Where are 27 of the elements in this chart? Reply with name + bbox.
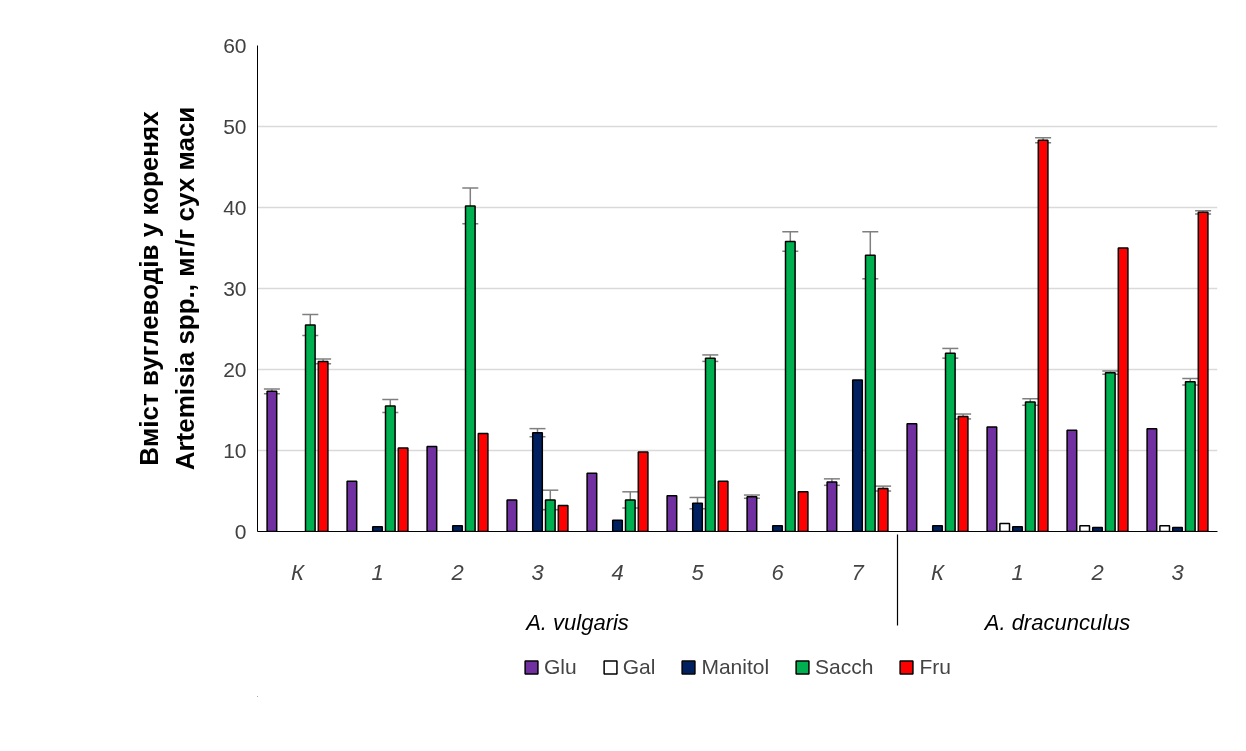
- x-tick-label: 1: [371, 559, 384, 585]
- y-tick-label: 60: [223, 33, 247, 57]
- y-tick-label: 20: [223, 357, 247, 381]
- y-tick-label: 10: [223, 438, 247, 462]
- x-tick-label: 2: [1090, 559, 1104, 585]
- x-tick-label: К: [291, 559, 306, 585]
- y-tick-label: 30: [223, 276, 247, 300]
- y-tick-label: 0: [234, 519, 247, 543]
- x-tick-label: 4: [611, 559, 624, 585]
- x-tick-label: 3: [531, 559, 545, 585]
- x-tick-label: 5: [691, 559, 705, 585]
- y-axis-title: Вміст вуглеводів у коренях Artemisia spp., мг/г сух маси: [134, 106, 201, 471]
- text: A. vulgaris: [524, 609, 629, 635]
- x-tick-label: 3: [1171, 559, 1185, 585]
- legend-label: Sacch: [815, 655, 874, 679]
- text: A. dracunculus: [982, 609, 1131, 635]
- y-tick-label: 40: [223, 195, 247, 219]
- x-tick-label: К: [931, 559, 946, 585]
- legend-label: Fru: [919, 655, 951, 679]
- legend-label: Gal: [622, 655, 656, 679]
- legend-label: Manitol: [701, 655, 770, 679]
- x-tick-label: 2: [450, 559, 464, 585]
- y-tick-label: 50: [223, 114, 247, 138]
- x-tick-label: 6: [771, 559, 785, 585]
- legend-label: Glu: [544, 655, 577, 679]
- x-tick-label: 1: [1011, 559, 1024, 585]
- x-tick-label: 7: [851, 559, 865, 585]
